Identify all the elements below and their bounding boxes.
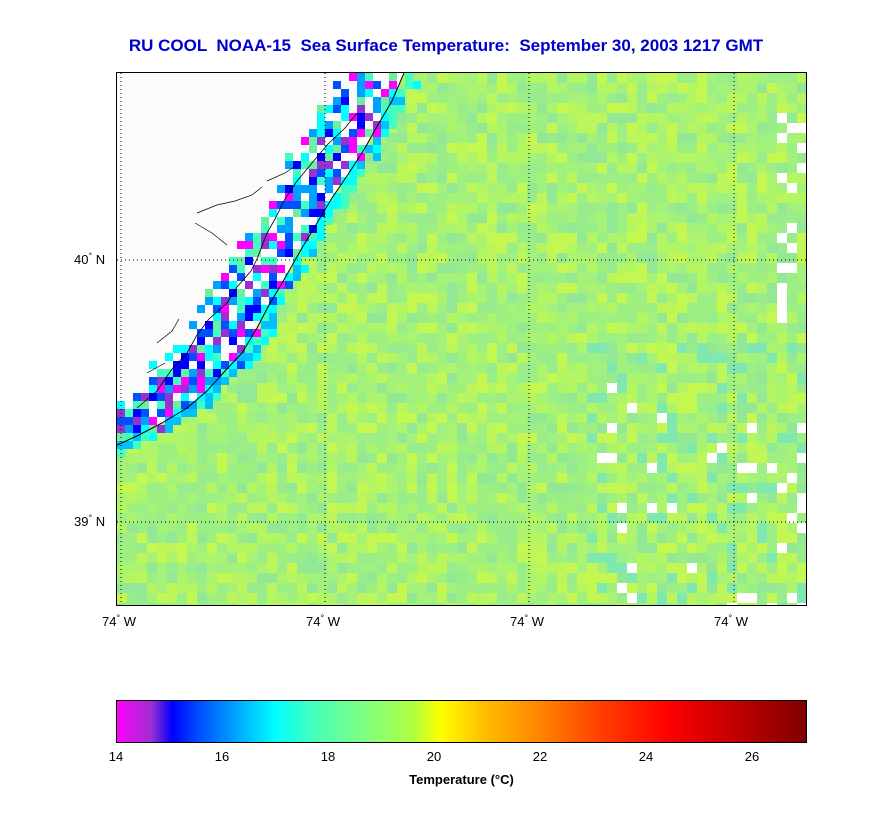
lat-label-40: 40° N — [74, 251, 106, 267]
colorbar-tick: 22 — [532, 749, 548, 764]
colorbar-tick: 26 — [744, 749, 760, 764]
colorbar-label: Temperature (°C) — [409, 772, 514, 787]
colorbar-tick: 18 — [320, 749, 336, 764]
colorbar-tick: 16 — [214, 749, 230, 764]
map-title: RU COOL NOAA-15 Sea Surface Temperature:… — [128, 36, 764, 55]
sst-map-image — [117, 73, 806, 605]
colorbar-tick: 20 — [426, 749, 442, 764]
temperature-colorbar — [116, 700, 807, 743]
lon-label-2: 74° W — [306, 613, 340, 629]
lon-label-1: 74° W — [102, 613, 136, 629]
colorbar-tick: 24 — [638, 749, 654, 764]
lat-label-39: 39° N — [74, 513, 106, 529]
sst-map — [116, 72, 807, 606]
lon-label-3: 74° W — [510, 613, 544, 629]
lon-label-4: 74° W — [714, 613, 748, 629]
colorbar-tick: 14 — [108, 749, 124, 764]
